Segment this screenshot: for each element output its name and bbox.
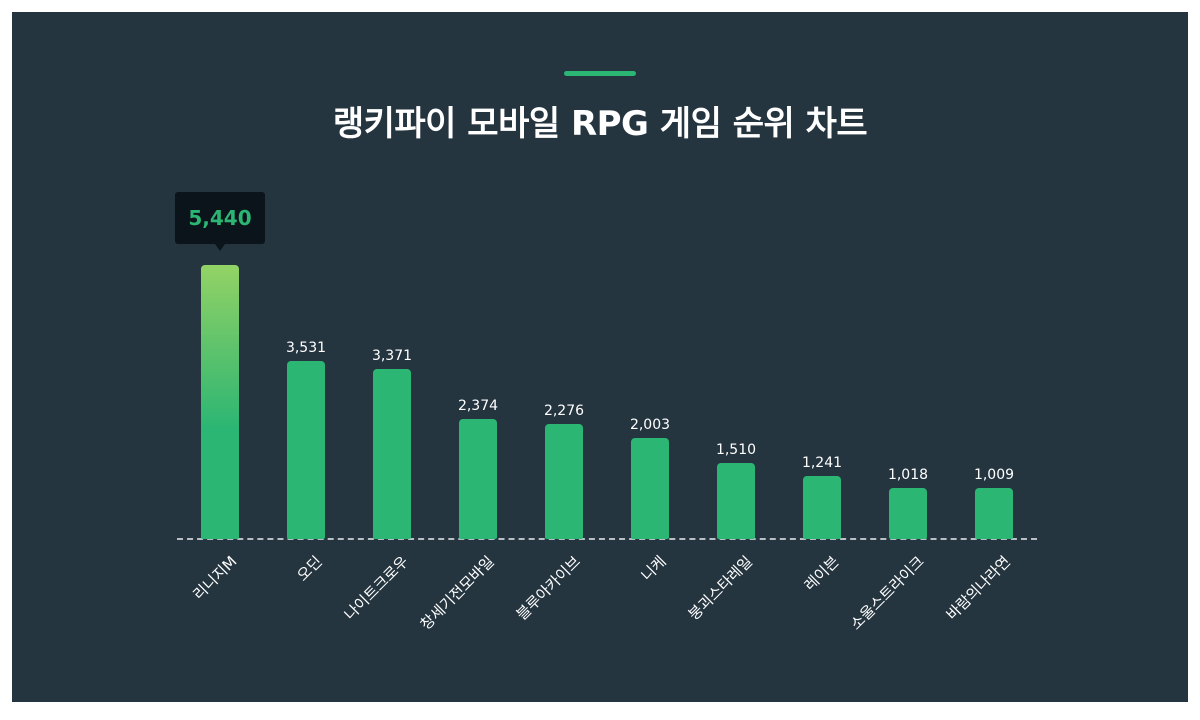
bar-5[interactable] xyxy=(545,424,583,539)
x-axis-label: 바람의나라연 xyxy=(942,552,1014,624)
x-axis-label: 레이븐 xyxy=(800,552,843,595)
bar-value-label: 1,009 xyxy=(973,467,1015,483)
x-axis-label: 소울스트라이크 xyxy=(846,552,928,634)
bar-value-label: 1,018 xyxy=(887,467,929,483)
title-accent-bar xyxy=(564,71,636,76)
x-axis-label: 리니지M xyxy=(189,552,241,604)
bar-9[interactable] xyxy=(889,488,927,539)
bar-6[interactable] xyxy=(631,438,669,539)
bar-value-label: 2,003 xyxy=(629,417,671,433)
bar-2[interactable] xyxy=(287,361,325,539)
bar-value-label: 3,371 xyxy=(371,348,413,364)
x-axis-label: 창세기전모바일 xyxy=(416,552,498,634)
bar-value-label: 2,374 xyxy=(457,398,499,414)
x-axis-label: 붕괴스타레일 xyxy=(684,552,756,624)
bar-10[interactable] xyxy=(975,488,1013,539)
x-axis-label: 나이트크로우 xyxy=(340,552,412,624)
bar-value-label: 1,510 xyxy=(715,442,757,458)
highlight-tooltip: 5,440 xyxy=(175,192,265,251)
x-axis-baseline xyxy=(177,538,1037,540)
bar-value-label: 2,276 xyxy=(543,403,585,419)
bar-1[interactable] xyxy=(201,265,239,539)
x-axis-label: 블루아카이브 xyxy=(512,552,584,624)
bar-8[interactable] xyxy=(803,476,841,539)
bar-3[interactable] xyxy=(373,369,411,539)
tooltip-value: 5,440 xyxy=(188,206,252,230)
x-axis-label: 니케 xyxy=(637,552,670,585)
chart-title: 랭키파이 모바일 RPG 게임 순위 차트 xyxy=(332,104,868,144)
x-axis-label: 오딘 xyxy=(293,552,326,585)
bar-7[interactable] xyxy=(717,463,755,539)
bar-4[interactable] xyxy=(459,419,497,539)
bar-value-label: 1,241 xyxy=(801,455,843,471)
bar-value-label: 3,531 xyxy=(285,340,327,356)
